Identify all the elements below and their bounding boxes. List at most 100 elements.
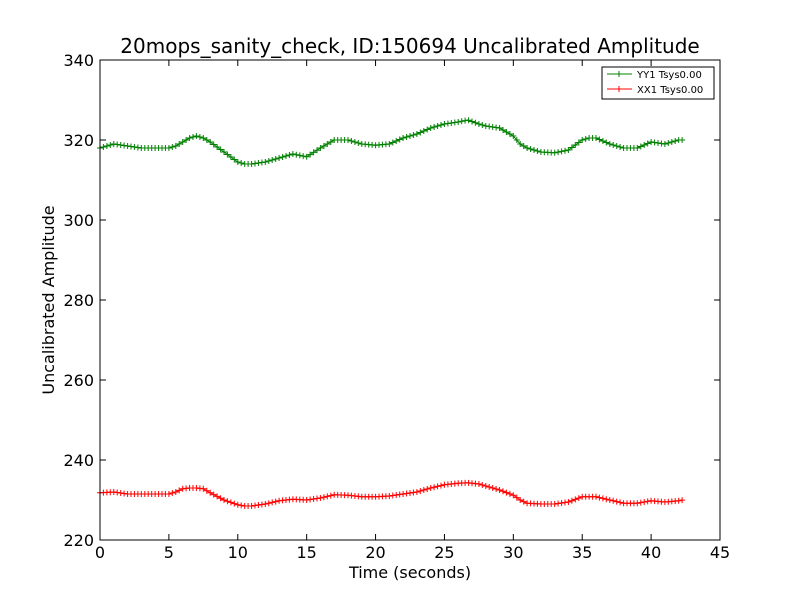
data-point: [506, 490, 513, 497]
data-point: [520, 498, 527, 505]
x-tick-label: 10: [228, 543, 248, 562]
data-point: [455, 119, 462, 125]
data-point: [217, 146, 224, 153]
data-point: [417, 129, 424, 136]
data-point: [596, 494, 603, 501]
data-point: [345, 137, 351, 143]
data-point: [479, 122, 486, 128]
y-tick-label: 220: [63, 531, 94, 550]
data-point: [603, 496, 610, 503]
data-point: [568, 497, 575, 504]
data-point: [593, 135, 599, 141]
data-point: [169, 490, 176, 496]
data-point: [469, 118, 475, 125]
data-point: [320, 143, 327, 149]
data-point: [637, 143, 644, 150]
data-point: [272, 498, 279, 505]
data-point: [479, 482, 486, 488]
data-point: [303, 153, 310, 160]
data-point: [272, 156, 279, 162]
data-point: [320, 494, 327, 501]
x-tick-label: 45: [710, 543, 730, 562]
data-point: [424, 486, 431, 492]
data-point: [210, 491, 217, 498]
data-point: [327, 139, 334, 145]
x-tick-label: 40: [641, 543, 661, 562]
data-point: [265, 500, 272, 507]
data-point: [265, 158, 272, 164]
data-point: [310, 149, 317, 156]
data-point: [568, 144, 575, 151]
data-point: [641, 499, 648, 505]
legend: YY1 Tsys0.00 XX1 Tsys0.00: [601, 66, 715, 100]
data-point: [503, 489, 510, 496]
data-point: [524, 145, 531, 151]
data-point: [262, 501, 269, 507]
data-point: [427, 125, 434, 131]
data-point: [403, 134, 410, 140]
data-point: [107, 142, 114, 148]
data-point: [190, 134, 196, 140]
data-point: [200, 135, 207, 141]
data-point: [431, 484, 438, 491]
data-point: [641, 142, 648, 148]
data-point: [100, 144, 107, 150]
data-point: [324, 493, 331, 500]
data-point: [613, 143, 620, 149]
data-point: [324, 141, 331, 147]
data-point: [420, 128, 427, 134]
legend-label: YY1 Tsys0.00: [636, 70, 702, 81]
data-point: [407, 133, 413, 139]
y-tick-label: 320: [63, 131, 94, 150]
data-point: [613, 498, 620, 505]
data-point: [517, 141, 524, 147]
data-point: [510, 133, 517, 139]
data-point: [482, 483, 489, 489]
data-point: [503, 129, 510, 135]
data-point: [465, 117, 472, 124]
data-point: [637, 499, 644, 506]
data-point: [558, 148, 565, 155]
data-point: [417, 488, 424, 494]
data-point: [575, 139, 582, 146]
data-point: [224, 151, 231, 158]
x-tick-label: 30: [503, 543, 523, 562]
data-point: [606, 497, 613, 503]
data-point: [227, 499, 234, 506]
data-point: [231, 500, 238, 507]
data-point: [458, 118, 465, 125]
x-tick-label: 0: [95, 543, 105, 562]
data-point: [286, 152, 293, 158]
data-point: [493, 486, 500, 492]
data-point: [672, 138, 679, 144]
y-tick-label: 300: [63, 211, 94, 230]
data-point: [317, 145, 324, 151]
data-point: [176, 141, 183, 147]
data-point: [214, 144, 221, 150]
data-point: [238, 502, 245, 509]
data-point: [424, 126, 431, 133]
data-point: [438, 122, 444, 128]
data-point: [300, 153, 307, 160]
data-point: [617, 499, 624, 506]
data-point: [572, 142, 579, 148]
x-tick-label: 20: [365, 543, 385, 562]
data-point: [596, 136, 603, 143]
data-point: [217, 495, 224, 502]
data-point: [234, 501, 241, 508]
data-point: [196, 134, 203, 140]
data-point: [207, 489, 214, 496]
x-tick-label: 5: [164, 543, 174, 562]
series-1: [97, 479, 686, 509]
data-point: [427, 485, 434, 491]
data-point: [661, 141, 668, 147]
data-point: [555, 149, 562, 156]
data-point: [434, 123, 441, 129]
data-point: [183, 137, 190, 143]
data-point: [500, 127, 506, 133]
legend-entry-0: YY1 Tsys0.00: [607, 70, 702, 81]
x-tick-label: 25: [434, 543, 454, 562]
data-point: [420, 487, 427, 493]
data-point: [314, 147, 320, 154]
